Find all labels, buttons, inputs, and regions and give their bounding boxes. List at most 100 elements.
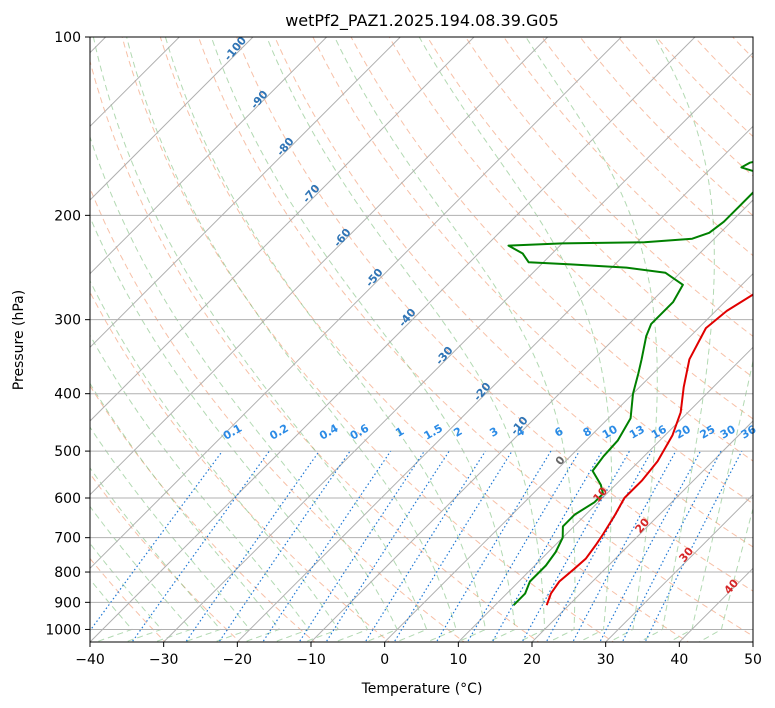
isotherm — [90, 37, 696, 642]
mixing-ratio-label: 16 — [649, 423, 669, 442]
isotherm — [310, 199, 753, 642]
dry-adiabat — [426, 37, 753, 378]
isotherm — [604, 493, 753, 642]
moist-adiabat — [90, 135, 398, 642]
mixing-ratio-line — [599, 450, 702, 642]
moist-adiabat — [90, 382, 281, 642]
mixing-ratio-line — [325, 450, 450, 642]
dry-adiabat — [159, 37, 690, 642]
mixing-ratio-line — [185, 450, 320, 642]
dry-adiabat — [693, 37, 753, 98]
mixing-ratio-line — [466, 450, 580, 642]
moist-adiabat-label: 0 — [553, 453, 568, 467]
dry-adiabat — [388, 37, 753, 420]
y-tick-label: 900 — [54, 595, 81, 611]
mixing-ratio-line — [364, 450, 486, 642]
dry-adiabat — [90, 472, 241, 642]
mixing-ratio-label: 0.6 — [348, 421, 372, 442]
isotherm — [531, 420, 753, 642]
moist-adiabat-label: 30 — [676, 544, 696, 564]
mixing-ratio-line — [131, 450, 270, 642]
mixing-ratio-line — [644, 450, 743, 642]
x-tick-label: 40 — [670, 652, 688, 668]
y-tick-label: 300 — [54, 313, 81, 329]
mixing-ratio-line — [621, 450, 722, 642]
mixing-ratio-label: 2 — [451, 425, 464, 440]
background-lines — [90, 32, 775, 645]
isotherm — [752, 641, 753, 642]
dry-adiabat — [579, 37, 753, 217]
dry-adiabat — [731, 37, 753, 59]
dry-adiabat-label: -20 — [471, 380, 494, 404]
dry-adiabat-label: -80 — [274, 135, 297, 159]
dry-adiabat-label: -90 — [248, 88, 271, 112]
y-tick-label: 200 — [54, 208, 81, 224]
dry-adiabat-label: -10 — [508, 414, 531, 438]
isotherm — [162, 51, 753, 642]
moist-adiabat — [525, 37, 658, 642]
temperature-profile-line — [545, 293, 753, 606]
mixing-ratio-label: 3 — [487, 425, 500, 440]
moist-adiabat — [266, 37, 546, 642]
moist-adiabat — [668, 358, 753, 642]
dry-adiabat — [274, 37, 753, 548]
isotherm — [90, 37, 402, 349]
mixing-ratio-label: 13 — [627, 423, 647, 442]
isotherm — [90, 37, 623, 570]
dry-adiabat-label: -40 — [396, 306, 419, 330]
x-tick-label: −40 — [75, 652, 105, 668]
dry-adiabat-label: -30 — [433, 344, 456, 368]
isotherm — [90, 37, 254, 201]
mixing-ratio-line — [90, 450, 223, 632]
x-tick-label: 0 — [380, 652, 389, 668]
isotherm — [383, 272, 753, 642]
moist-adiabat — [90, 215, 369, 642]
dry-adiabat-label: -50 — [363, 266, 386, 290]
moist-adiabat — [126, 37, 457, 642]
moist-adiabat-label: 40 — [721, 576, 741, 596]
mixing-ratio-label: 8 — [581, 425, 594, 440]
dry-adiabat-label: -70 — [300, 182, 323, 206]
x-tick-label: 10 — [449, 652, 467, 668]
x-axis: −40 −30 −20 −10 0 10 20 30 40 50 — [75, 642, 762, 668]
isotherm — [90, 37, 328, 275]
mixing-ratio-line — [572, 450, 677, 642]
y-axis: 100 200 300 400 500 600 700 800 900 1000 — [45, 30, 90, 638]
isotherm — [90, 37, 549, 496]
mixing-ratio-label: 0.1 — [221, 422, 244, 443]
mixing-ratio-label: 36 — [739, 423, 759, 442]
dry-adiabat-label: -60 — [331, 226, 354, 250]
mixing-ratio-label: 0.2 — [267, 422, 290, 443]
moist-adiabat-label: 20 — [632, 515, 652, 535]
dry-adiabat — [541, 37, 753, 257]
mixing-ratio-label: 1.5 — [422, 422, 445, 443]
isotherm — [90, 37, 475, 422]
isotherm — [90, 37, 181, 128]
x-axis-label: Temperature (°C) — [361, 681, 483, 697]
y-tick-label: 100 — [54, 30, 81, 46]
dry-adiabat — [121, 37, 615, 642]
x-tick-label: 50 — [744, 652, 762, 668]
mixing-ratio-line — [393, 450, 513, 642]
moist-adiabat — [698, 506, 753, 642]
x-tick-label: 20 — [523, 652, 541, 668]
dewpoint-profile-line — [507, 161, 753, 606]
dry-adiabat — [464, 37, 753, 337]
y-tick-label: 1000 — [45, 622, 81, 638]
x-tick-label: −20 — [223, 652, 253, 668]
plot-frame — [89, 36, 754, 643]
mixing-ratio-label: 6 — [552, 424, 565, 439]
x-tick-label: 30 — [597, 652, 615, 668]
dry-adiabat — [90, 384, 316, 642]
x-tick-label: −30 — [149, 652, 179, 668]
isotherm — [457, 346, 753, 642]
dry-adiabat — [197, 37, 753, 637]
dry-adiabat — [350, 37, 753, 462]
dry-adiabat — [766, 32, 775, 645]
moist-adiabat — [92, 37, 428, 642]
y-tick-label: 600 — [54, 491, 81, 507]
chart-title: wetPf2_PAZ1.2025.194.08.39.G05 — [285, 11, 559, 31]
dry-adiabat-label: -100 — [221, 34, 249, 64]
moist-adiabat — [90, 279, 340, 642]
